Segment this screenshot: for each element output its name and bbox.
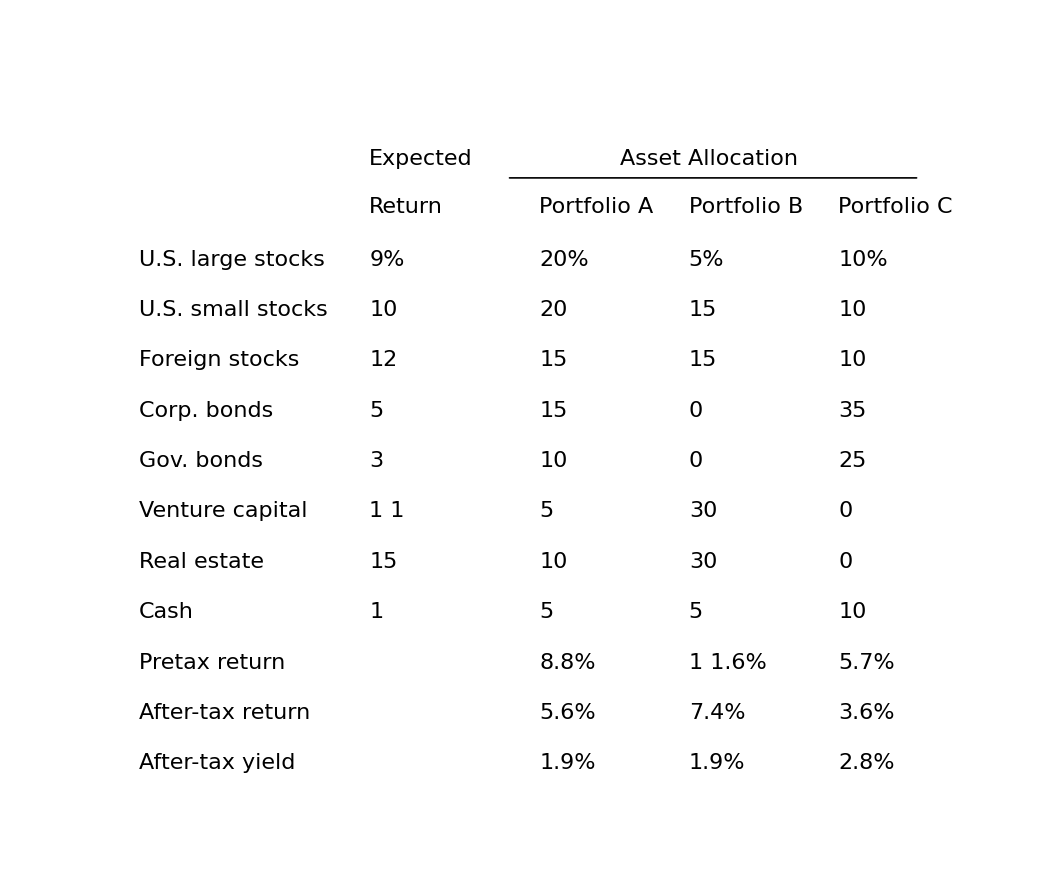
Text: 10: 10 <box>539 451 568 471</box>
Text: 9%: 9% <box>370 250 405 270</box>
Text: After-tax yield: After-tax yield <box>139 754 295 773</box>
Text: 30: 30 <box>689 552 717 572</box>
Text: 10%: 10% <box>838 250 888 270</box>
Text: 0: 0 <box>838 552 853 572</box>
Text: 10: 10 <box>838 300 867 320</box>
Text: 3: 3 <box>370 451 383 471</box>
Text: 5: 5 <box>539 502 553 521</box>
Text: 1.9%: 1.9% <box>539 754 595 773</box>
Text: Venture capital: Venture capital <box>139 502 307 521</box>
Text: 5%: 5% <box>689 250 725 270</box>
Text: 8.8%: 8.8% <box>539 652 595 673</box>
Text: 0: 0 <box>838 502 853 521</box>
Text: U.S. large stocks: U.S. large stocks <box>139 250 325 270</box>
Text: U.S. small stocks: U.S. small stocks <box>139 300 328 320</box>
Text: Asset Allocation: Asset Allocation <box>620 149 798 169</box>
Text: 30: 30 <box>689 502 717 521</box>
Text: Real estate: Real estate <box>139 552 263 572</box>
Text: 15: 15 <box>370 552 398 572</box>
Text: 1: 1 <box>370 602 383 622</box>
Text: 1.9%: 1.9% <box>689 754 745 773</box>
Text: 10: 10 <box>838 350 867 370</box>
Text: 5.6%: 5.6% <box>539 703 596 723</box>
Text: 5: 5 <box>539 602 553 622</box>
Text: 10: 10 <box>370 300 398 320</box>
Text: 20%: 20% <box>539 250 589 270</box>
Text: 10: 10 <box>539 552 568 572</box>
Text: 15: 15 <box>689 300 717 320</box>
Text: Portfolio A: Portfolio A <box>539 197 654 217</box>
Text: Portfolio C: Portfolio C <box>838 197 953 217</box>
Text: 35: 35 <box>838 401 867 421</box>
Text: 5.7%: 5.7% <box>838 652 895 673</box>
Text: 0: 0 <box>689 451 703 471</box>
Text: 5: 5 <box>689 602 703 622</box>
Text: 0: 0 <box>689 401 703 421</box>
Text: 5: 5 <box>370 401 383 421</box>
Text: 25: 25 <box>838 451 867 471</box>
Text: 1 1.6%: 1 1.6% <box>689 652 766 673</box>
Text: After-tax return: After-tax return <box>139 703 310 723</box>
Text: 15: 15 <box>689 350 717 370</box>
Text: Portfolio B: Portfolio B <box>689 197 803 217</box>
Text: 7.4%: 7.4% <box>689 703 745 723</box>
Text: Pretax return: Pretax return <box>139 652 285 673</box>
Text: Cash: Cash <box>139 602 193 622</box>
Text: 15: 15 <box>539 350 568 370</box>
Text: 15: 15 <box>539 401 568 421</box>
Text: 3.6%: 3.6% <box>838 703 895 723</box>
Text: 2.8%: 2.8% <box>838 754 895 773</box>
Text: Expected: Expected <box>370 149 473 169</box>
Text: 20: 20 <box>539 300 568 320</box>
Text: 12: 12 <box>370 350 398 370</box>
Text: Corp. bonds: Corp. bonds <box>139 401 272 421</box>
Text: Return: Return <box>370 197 443 217</box>
Text: 1 1: 1 1 <box>370 502 405 521</box>
Text: 10: 10 <box>838 602 867 622</box>
Text: Foreign stocks: Foreign stocks <box>139 350 299 370</box>
Text: Gov. bonds: Gov. bonds <box>139 451 263 471</box>
